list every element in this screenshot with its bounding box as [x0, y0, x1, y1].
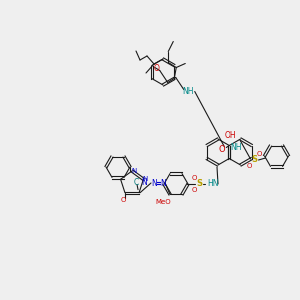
Text: NH: NH [182, 87, 194, 96]
Text: HN: HN [207, 179, 219, 188]
Text: N: N [160, 178, 166, 188]
Text: O: O [219, 145, 226, 154]
Text: O: O [191, 187, 197, 193]
Text: S: S [251, 155, 257, 164]
Text: O: O [154, 64, 160, 73]
Text: S: S [196, 179, 202, 188]
Text: OH: OH [225, 130, 237, 140]
Text: N: N [131, 168, 136, 174]
Text: N: N [141, 178, 147, 187]
Text: O: O [120, 197, 126, 203]
Text: N: N [151, 178, 157, 188]
Text: C: C [134, 178, 139, 187]
Text: O: O [191, 175, 197, 181]
Text: N: N [143, 176, 148, 182]
Text: NH: NH [230, 142, 241, 152]
Text: O: O [257, 151, 262, 157]
Text: O: O [247, 163, 252, 169]
Text: MeO: MeO [155, 199, 171, 205]
